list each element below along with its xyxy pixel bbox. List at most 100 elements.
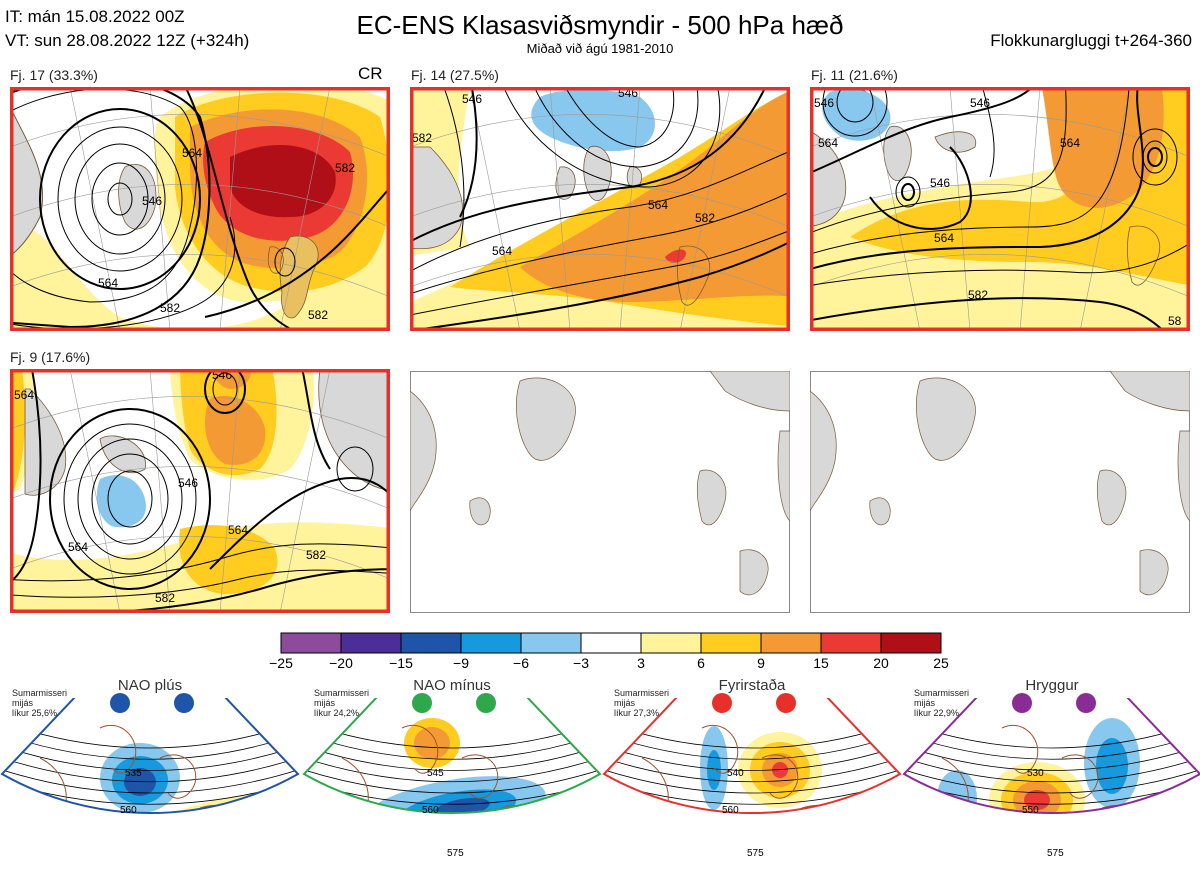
- empty-map-6: [810, 371, 1190, 613]
- anomaly-blob: [1024, 790, 1050, 810]
- p2-contour-label-2: 582: [412, 131, 432, 145]
- colorbar-cell: [580, 632, 642, 654]
- colorbar-tick-label: 6: [697, 655, 705, 671]
- classification-window: Flokkunargluggi t+264-360: [990, 31, 1192, 50]
- p4-contour-label-2: 546: [178, 476, 198, 490]
- regime-info-line: líkur 22,9%: [914, 708, 960, 718]
- colorbar-cell: [880, 632, 942, 654]
- p2-selected-frame: [410, 87, 790, 331]
- regime-contour-label: 560: [722, 805, 739, 816]
- cluster-map-3: 546 546 564 564 564 582 546 58: [810, 87, 1190, 331]
- colorbar-tick-label: −9: [453, 655, 469, 671]
- colorbar-cell: [640, 632, 702, 654]
- p3-selected-frame: [810, 87, 1190, 331]
- p1-contour-label-6: 582: [308, 308, 328, 322]
- colorbar-tick-label: −3: [573, 655, 589, 671]
- p2-contour-label-4: 564: [648, 198, 668, 212]
- colorbar-cell: [400, 632, 462, 654]
- regime-contour-label: 540: [727, 768, 744, 779]
- regime-outline: [302, 698, 602, 815]
- regime-info-line: Sumarmisseri: [914, 688, 970, 698]
- cluster-map-4: 564 546 564 564 582 582 546: [10, 369, 390, 613]
- height-contour: [302, 814, 602, 838]
- height-contour: [902, 826, 1200, 849]
- regime-contour-label: 575: [447, 848, 464, 859]
- height-contour: [604, 741, 900, 771]
- p1-contour-label-2: 564: [182, 146, 202, 160]
- p3-contour-label-4: 564: [934, 231, 954, 245]
- colorbar-tick-label: −20: [329, 655, 353, 671]
- p2-contour-label-3: 564: [492, 244, 512, 258]
- height-contour: [904, 765, 1200, 794]
- regime-contour-label: 560: [120, 805, 137, 816]
- height-contour: [0, 814, 300, 838]
- p4-contour-label-1: 564: [14, 388, 34, 402]
- height-contour: [0, 826, 300, 849]
- colorbar-tick-label: 15: [813, 655, 829, 671]
- colorbar-tick-label: −6: [513, 655, 529, 671]
- p3-contour-label-7: 546: [970, 96, 990, 110]
- colorbar-cell: [700, 632, 762, 654]
- regime-map: 545 560 575: [302, 698, 602, 859]
- colorbar-cell: [340, 632, 402, 654]
- height-contour: [2, 741, 298, 771]
- regime-contour-label: 545: [427, 768, 444, 779]
- colorbar-cell: [820, 632, 882, 654]
- regime-marker-dot: [1012, 693, 1032, 713]
- height-contour: [302, 826, 602, 849]
- regime-info-line: líkur 27,3%: [614, 708, 660, 718]
- p4-contour-label-3: 564: [68, 540, 88, 554]
- regime-title: Fyrirstaða: [718, 677, 786, 694]
- colorbar-tick-label: 3: [637, 655, 645, 671]
- colorbar-tick-label: 9: [757, 655, 765, 671]
- colorbar-tick-label: −25: [269, 655, 293, 671]
- height-contour: [2, 765, 298, 794]
- panel-4-label: Fj. 9 (17.6%): [10, 349, 91, 365]
- height-contour: [904, 753, 1200, 783]
- panel-1-cr-tag: CR: [358, 64, 383, 83]
- colorbar-tick-label: 20: [873, 655, 889, 671]
- regime-marker-dot: [174, 693, 194, 713]
- regime-contour-label: 550: [1022, 805, 1039, 816]
- anomaly-blob: [1014, 860, 1046, 868]
- empty-map-5: [410, 371, 790, 613]
- p3-contour-label-3: 564: [818, 136, 838, 150]
- anomaly-blob: [1096, 738, 1128, 794]
- colorbar-tick-label: −15: [389, 655, 413, 671]
- anomaly-blob: [707, 750, 721, 790]
- regime-contour-label: 575: [1047, 848, 1064, 859]
- regime-info-line: Sumarmisseri: [614, 688, 670, 698]
- regime-marker-dot: [1076, 693, 1096, 713]
- regime-map: 535 560: [0, 698, 300, 861]
- coastline: [641, 724, 883, 814]
- height-contour: [604, 753, 900, 783]
- regime-info: Sumarmisseri mijás líkur 25,6%: [12, 688, 67, 718]
- regime-info: Sumarmisseri mijás líkur 27,3%: [614, 688, 669, 718]
- p3-contour-label-1: 546: [814, 96, 834, 110]
- p2-contour-label-5: 582: [695, 211, 715, 225]
- regime-info: Sumarmisseri mijás líkur 24,2%: [314, 688, 369, 718]
- valid-time: VT: sun 28.08.2022 12Z (+324h): [5, 31, 250, 50]
- p4-contour-label-5: 582: [306, 548, 326, 562]
- height-contour: [602, 826, 902, 849]
- regime-map: 530 550 575: [902, 698, 1200, 868]
- regime-contour-label: 530: [1027, 768, 1044, 779]
- panel-3-label: Fj. 11 (21.6%): [811, 67, 898, 83]
- p1-contour-label-5: 582: [335, 161, 355, 175]
- page-title: EC-ENS Klasasviðsmyndir - 500 hPa hæð: [356, 10, 844, 40]
- panel-2-label: Fj. 14 (27.5%): [411, 67, 499, 83]
- regime-info-line: líkur 24,2%: [314, 708, 360, 718]
- regime-marker-dot: [776, 693, 796, 713]
- height-contour: [904, 741, 1200, 771]
- anomaly-blob: [414, 727, 450, 759]
- height-contour: [0, 838, 300, 861]
- coastline: [39, 724, 281, 814]
- height-contour: [2, 753, 298, 783]
- regime-marker-dot: [412, 693, 432, 713]
- regime-info-line: mijás: [314, 698, 336, 708]
- height-contour: [304, 765, 600, 794]
- regime-info-line: Sumarmisseri: [12, 688, 68, 698]
- p4-contour-label-4: 564: [228, 523, 248, 537]
- initial-time: IT: mán 15.08.2022 00Z: [5, 7, 185, 26]
- p1-contour-label-3: 564: [98, 276, 118, 290]
